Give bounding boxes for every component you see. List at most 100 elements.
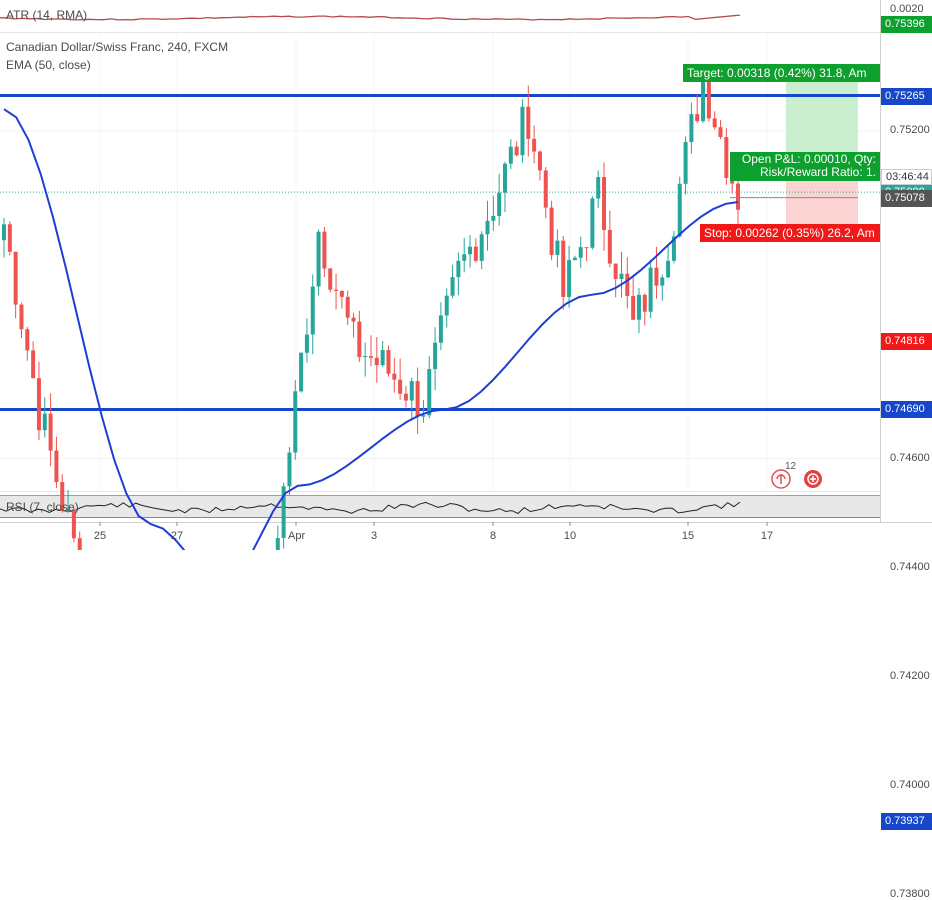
candle-body <box>543 170 548 208</box>
open-pnl: Open P&L: 0.00010, Qty: <box>741 152 876 166</box>
candle-body <box>310 286 315 335</box>
candle-body <box>287 452 292 487</box>
candle-body <box>671 236 676 261</box>
grid <box>0 34 880 491</box>
candle-body <box>468 246 473 255</box>
candle-body <box>718 127 723 138</box>
x-axis-ticks <box>99 522 768 526</box>
x-tick-label: 25 <box>93 530 107 542</box>
candle-body <box>613 263 618 280</box>
candle-body <box>304 334 309 353</box>
candle-body <box>398 379 403 394</box>
y-tick-label: 0.74400 <box>890 560 930 573</box>
candle-body <box>403 393 408 401</box>
candles <box>2 68 740 550</box>
candle-body <box>701 76 706 122</box>
candle-body <box>322 231 327 269</box>
candle-body <box>660 277 665 286</box>
candle-body <box>299 352 304 392</box>
candle-body <box>695 114 700 122</box>
candle-body <box>357 321 362 358</box>
candle-body <box>54 450 59 483</box>
candle-body <box>409 381 414 401</box>
candle-body <box>479 234 484 261</box>
atr-value: 0.0020 <box>890 3 924 15</box>
price-label: 0.74816 <box>881 332 932 350</box>
candle-body <box>380 350 385 366</box>
candle-body <box>293 391 298 453</box>
candle-body <box>648 267 653 312</box>
x-tick-label: 27 <box>170 530 184 542</box>
candle-body <box>572 257 577 261</box>
bar-countdown: 03:46:44 <box>881 169 932 185</box>
candle-body <box>607 229 612 264</box>
candle-body <box>636 294 641 320</box>
candle-body <box>706 76 711 119</box>
candle-body <box>724 137 729 178</box>
candle-body <box>60 482 65 512</box>
candle-body <box>502 163 507 193</box>
symbol-title: Canadian Dollar/Swiss Franc, 240, FXCM <box>6 40 229 54</box>
alert-badge[interactable] <box>771 469 791 489</box>
x-tick-label: 15 <box>681 530 695 542</box>
candle-body <box>334 289 339 291</box>
candle-body <box>456 260 461 278</box>
candle-body <box>514 146 519 156</box>
candle-body <box>596 177 601 199</box>
candle-body <box>666 260 671 278</box>
candle-body <box>438 315 443 343</box>
candle-body <box>374 357 379 366</box>
candle-body <box>281 486 286 539</box>
candle-body <box>77 538 82 550</box>
x-tick-label: 17 <box>760 530 774 542</box>
candle-body <box>415 381 420 417</box>
candle-body <box>549 207 554 255</box>
candle-body <box>578 247 583 258</box>
candle-body <box>13 251 18 305</box>
ema-line <box>3 108 739 550</box>
candle-body <box>712 118 717 128</box>
candle-body <box>631 296 636 320</box>
red-plus-icon[interactable] <box>804 470 822 488</box>
price-label: 0.75265 <box>881 87 932 105</box>
target-label[interactable]: Target: 0.00318 (0.42%) 31.8, Am <box>683 64 880 82</box>
candle-body <box>421 415 426 417</box>
candle-body <box>433 342 438 370</box>
candle-body <box>363 356 368 358</box>
candle-body <box>427 369 432 416</box>
candle-body <box>2 224 6 241</box>
candle-body <box>351 317 356 322</box>
y-tick-label: 0.74600 <box>890 451 930 464</box>
candle-body <box>736 183 740 210</box>
atr-line <box>0 14 741 21</box>
candle-body <box>71 509 76 539</box>
candle-body <box>590 198 595 248</box>
price-label: 0.74690 <box>881 401 932 419</box>
y-tick-label: 0.75200 <box>890 124 930 136</box>
candle-body <box>369 356 373 358</box>
candle-body <box>520 106 525 156</box>
x-tick-label: 3 <box>370 530 378 542</box>
candle-body <box>345 296 350 318</box>
ema-label: EMA (50, close) <box>6 58 91 72</box>
chart-canvas[interactable] <box>0 0 932 550</box>
candle-body <box>654 267 659 286</box>
candle-body <box>48 413 53 451</box>
candle-body <box>532 138 537 152</box>
candle-body <box>584 247 589 249</box>
pnl-box[interactable]: Open P&L: 0.00010, Qty: Risk/Reward Rati… <box>730 152 880 181</box>
candle-body <box>619 273 624 280</box>
candle-body <box>19 304 24 330</box>
candle-body <box>7 224 12 252</box>
stop-label[interactable]: Stop: 0.00262 (0.35%) 26.2, Am <box>700 224 880 242</box>
candle-body <box>508 146 513 164</box>
candle-body <box>275 538 280 550</box>
stop-zone[interactable] <box>786 181 858 228</box>
price-label: 0.75078 <box>881 189 932 207</box>
candle-body <box>625 273 630 297</box>
candle-body <box>491 215 496 221</box>
candle-body <box>339 290 344 297</box>
candle-body <box>328 268 333 290</box>
atr-label: ATR (14, RMA) <box>6 8 88 22</box>
rsi-line <box>0 501 741 515</box>
